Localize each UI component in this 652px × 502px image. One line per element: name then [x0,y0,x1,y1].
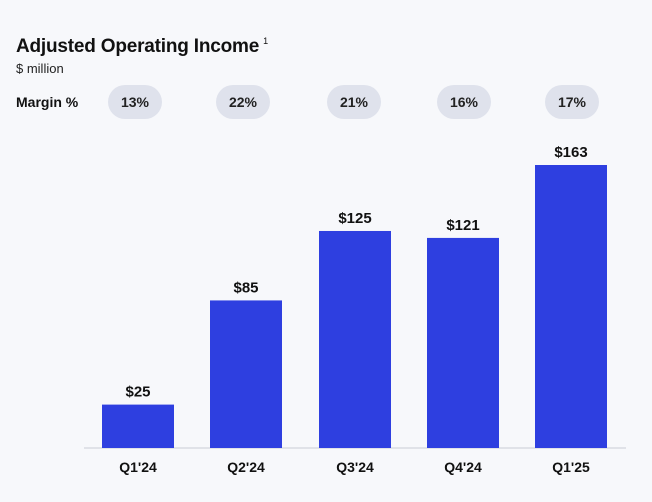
margin-pill-q4-24: 16% [437,85,491,119]
margin-row-label: Margin % [16,94,79,110]
margin-pill-q1-24: 13% [108,85,162,119]
x-tick-label-q3-24: Q3'24 [336,459,374,475]
bar-q1-25 [535,165,607,448]
x-tick-label-q1-25: Q1'25 [552,459,590,475]
data-label-q2-24: $85 [233,279,258,296]
chart-title: Adjusted Operating Income 1 [16,36,268,58]
data-label-q4-24: $121 [446,217,479,234]
chart-subtitle: $ million [16,61,64,76]
data-label-q1-25: $163 [554,144,587,161]
bar-q2-24 [210,300,282,448]
data-label-q1-24: $25 [125,384,150,401]
x-tick-label-q4-24: Q4'24 [444,459,482,475]
title-footnote: 1 [263,36,268,46]
x-tick-label-q2-24: Q2'24 [227,459,265,475]
bar-q1-24 [102,404,174,448]
margin-pill-q2-24: 22% [216,85,270,119]
margin-pill-q3-24: 21% [327,85,381,119]
x-tick-label-q1-24: Q1'24 [119,459,157,475]
data-label-q3-24: $125 [338,210,371,227]
bar-q4-24 [427,237,499,448]
margin-pill-q1-25: 17% [545,85,599,119]
bar-q3-24 [319,230,391,448]
chart-title-text: Adjusted Operating Income [16,36,260,57]
